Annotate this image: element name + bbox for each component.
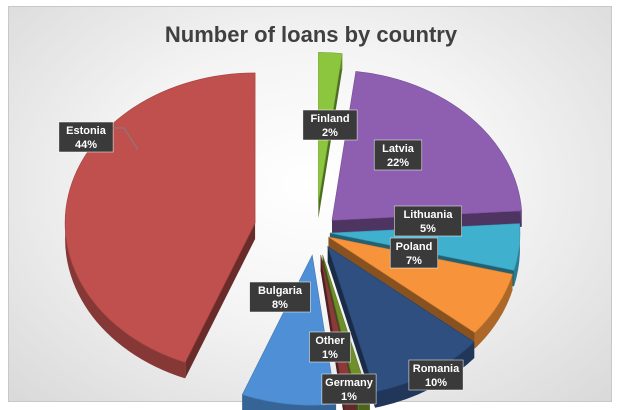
data-label-box [408,359,464,391]
data-label-category: Latvia [382,143,415,155]
data-label-category: Germany [325,377,374,389]
data-label-box [249,281,311,313]
data-label-box [309,331,351,363]
data-label-category: Romania [413,363,460,375]
data-label-value: 1% [322,349,338,361]
data-label-category: Estonia [66,125,107,137]
data-label-value: 22% [387,157,409,169]
data-label-box [394,205,462,237]
data-label-value: 10% [425,377,447,389]
data-label-category: Lithuania [404,209,454,221]
data-label-finland: Finland 2% [302,109,358,141]
data-label-category: Other [315,335,345,347]
data-label-box [321,373,377,405]
pie-slice-romania [327,245,475,408]
pie-slice-estonia [64,72,256,379]
data-label-category: Finland [310,113,349,125]
data-label-value: 44% [75,139,97,151]
data-label-value: 2% [322,127,338,139]
data-label-estonia: Estonia 44% [58,121,114,153]
leader-line-estonia [113,127,139,151]
data-label-germany: Germany 1% [321,373,377,405]
data-label-lithuania: Lithuania 5% [394,205,462,237]
data-label-category: Bulgaria [258,285,303,297]
data-label-latvia: Latvia 22% [373,139,423,171]
data-label-box [58,121,114,153]
data-label-poland: Poland 7% [389,237,439,269]
data-label-category: Poland [396,241,433,253]
data-label-value: 8% [272,299,288,311]
data-label-value: 1% [341,391,357,403]
data-label-box [389,237,439,269]
data-label-romania: Romania 10% [408,359,464,391]
data-label-box [373,139,423,171]
data-label-value: 5% [420,223,436,235]
data-label-other: Other 1% [309,331,351,363]
chart-title: Number of loans by country [164,22,458,47]
data-label-bulgaria: Bulgaria 8% [249,281,311,313]
data-label-value: 7% [406,255,422,267]
data-label-box [302,109,358,141]
